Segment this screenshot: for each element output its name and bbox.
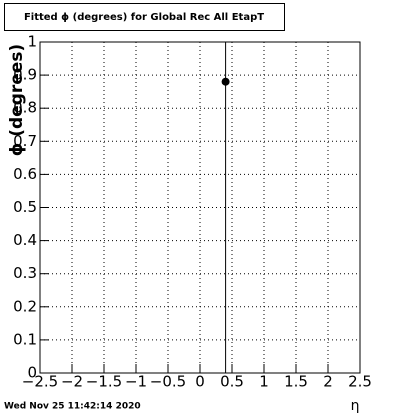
- y-axis-label: ϕ (degrees): [7, 44, 27, 156]
- y-tick-label: 0: [27, 364, 37, 382]
- x-tick-label: −2.5: [22, 373, 58, 391]
- x-tick-label: 2: [323, 373, 333, 391]
- x-tick-label: −2: [61, 373, 83, 391]
- y-tick-label: 0.6: [13, 165, 37, 183]
- chart-title: Fitted ϕ (degrees) for Global Rec All Et…: [24, 12, 264, 23]
- x-tick-label: 0: [195, 373, 205, 391]
- title-box: [4, 3, 285, 31]
- y-tick-label: 0.1: [13, 330, 37, 348]
- x-tick-label: −1.5: [86, 373, 122, 391]
- x-tick-label: 0.5: [220, 373, 244, 391]
- x-axis-label: η: [351, 398, 360, 414]
- y-tick-label: 0.5: [13, 198, 37, 216]
- x-tick-label: 2.5: [348, 373, 372, 391]
- x-tick-label: 1.5: [284, 373, 308, 391]
- y-tick-label: 0.9: [13, 66, 37, 84]
- timestamp: Wed Nov 25 11:42:14 2020: [4, 402, 141, 412]
- y-tick-label: 0.2: [13, 297, 37, 315]
- y-tick-label: 0.8: [13, 99, 37, 117]
- x-tick-label: 1: [259, 373, 269, 391]
- y-tick-label: 0.7: [13, 132, 37, 150]
- y-tick-label: 0.3: [13, 264, 37, 282]
- x-tick-label: −0.5: [150, 373, 186, 391]
- y-tick-label: 0.4: [13, 231, 37, 249]
- y-tick-label: 1: [27, 33, 37, 51]
- x-tick-label: −1: [125, 373, 147, 391]
- data-point: [221, 77, 230, 86]
